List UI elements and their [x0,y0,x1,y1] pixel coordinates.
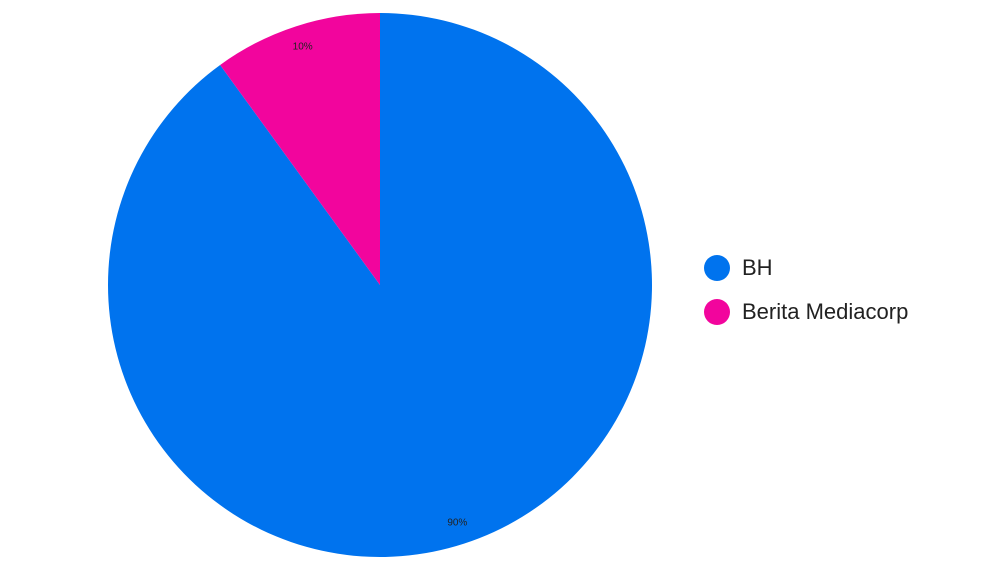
legend-swatch-berita-mediacorp [704,299,730,325]
pie-slice-bh[interactable] [107,13,652,557]
legend-item-bh[interactable]: BH [704,246,908,290]
pie-slice-berita-mediacorp[interactable] [220,13,380,285]
chart-legend: BH Berita Mediacorp [704,246,908,334]
legend-swatch-bh [704,255,730,281]
legend-label-bh: BH [742,255,773,280]
slice-label-berita-mediacorp: 10% [293,42,313,53]
legend-label-berita-mediacorp: Berita Mediacorp [742,299,909,324]
legend-item-berita-mediacorp[interactable]: Berita Mediacorp [704,290,908,334]
slice-label-bh: 90% [447,518,467,529]
